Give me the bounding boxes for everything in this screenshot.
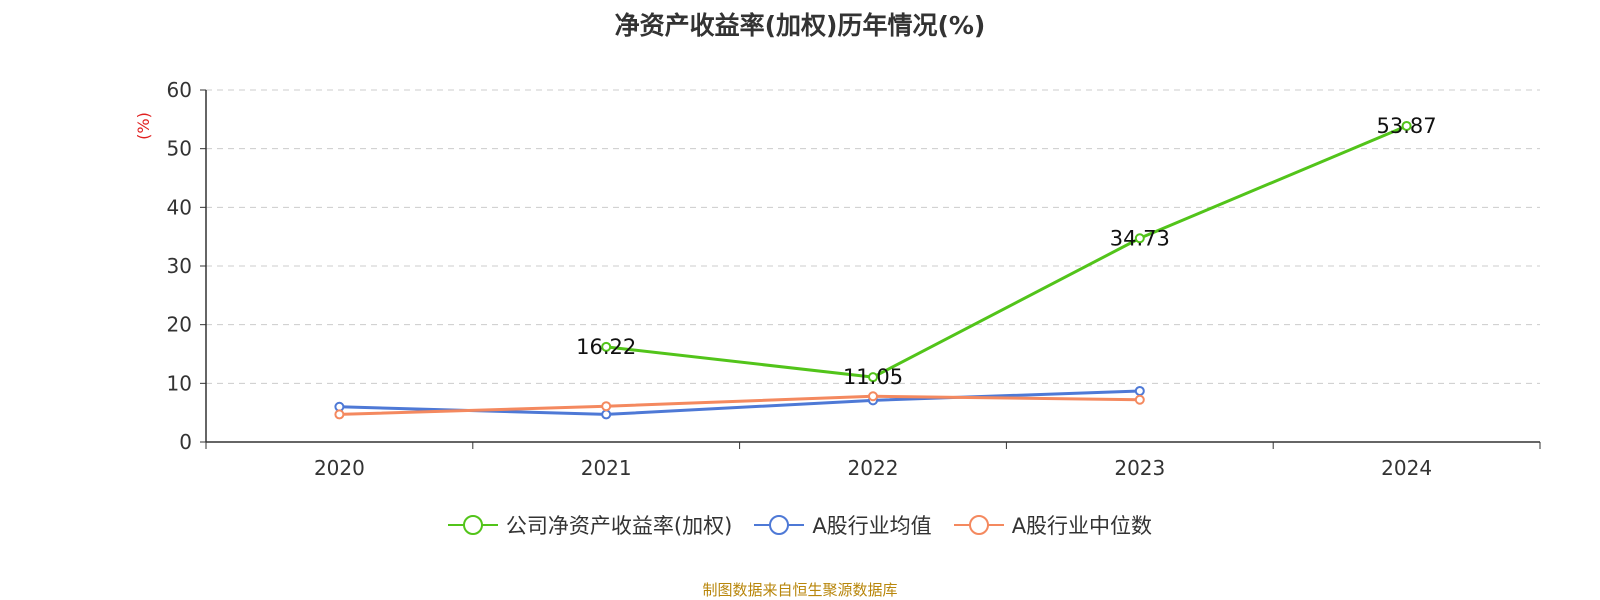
y-tick-label: 10 xyxy=(167,371,192,395)
y-tick-label: 60 xyxy=(167,78,192,102)
data-point xyxy=(868,391,878,402)
legend-label-industry-median: A股行业中位数 xyxy=(1011,514,1153,538)
data-point xyxy=(1134,394,1145,405)
y-axis-label: (%) xyxy=(134,112,153,140)
y-tick-label: 30 xyxy=(167,254,192,278)
series-line-2 xyxy=(339,394,1140,416)
data-point xyxy=(334,409,345,420)
y-tick-label: 0 xyxy=(179,430,192,454)
data-point xyxy=(1134,233,1145,244)
series-line-0 xyxy=(606,124,1408,379)
legend-label-industry-mean: A股行业均值 xyxy=(812,514,932,538)
legend-item-industry-mean[interactable]: A股行业均值 xyxy=(754,510,932,540)
chart-title: 净资产收益率(加权)历年情况(%) xyxy=(614,11,986,40)
x-tick-label: 2021 xyxy=(581,456,632,480)
y-tick-label: 50 xyxy=(167,137,192,161)
y-tick-label: 20 xyxy=(167,313,192,337)
legend-item-company-roe[interactable]: 公司净资产收益率(加权) xyxy=(447,510,733,540)
data-point xyxy=(601,401,612,412)
data-point xyxy=(868,372,878,383)
x-tick-label: 2022 xyxy=(848,456,899,480)
y-tick-label: 40 xyxy=(167,195,192,219)
x-tick-label: 2020 xyxy=(314,456,365,480)
legend-label-company-roe: 公司净资产收益率(加权) xyxy=(505,514,733,538)
x-tick-label: 2024 xyxy=(1381,456,1432,480)
legend: 公司净资产收益率(加权) A股行业均值 A股行业中位数 xyxy=(0,510,1600,540)
data-point xyxy=(1401,120,1412,131)
data-label: 11.05 xyxy=(843,365,903,389)
legend-marker-blue-icon xyxy=(754,515,805,535)
data-label: 16.22 xyxy=(576,335,636,359)
x-tick-label: 2023 xyxy=(1114,456,1165,480)
data-label: 53.87 xyxy=(1377,114,1437,138)
legend-marker-orange-icon xyxy=(953,515,1004,535)
legend-item-industry-median[interactable]: A股行业中位数 xyxy=(953,510,1153,540)
data-label: 34.73 xyxy=(1110,226,1170,250)
data-point xyxy=(601,341,612,352)
data-point xyxy=(1134,385,1145,396)
data-source-note: 制图数据来自恒生聚源数据库 xyxy=(702,581,898,599)
data-point xyxy=(601,409,612,420)
legend-marker-green-icon xyxy=(447,515,498,535)
